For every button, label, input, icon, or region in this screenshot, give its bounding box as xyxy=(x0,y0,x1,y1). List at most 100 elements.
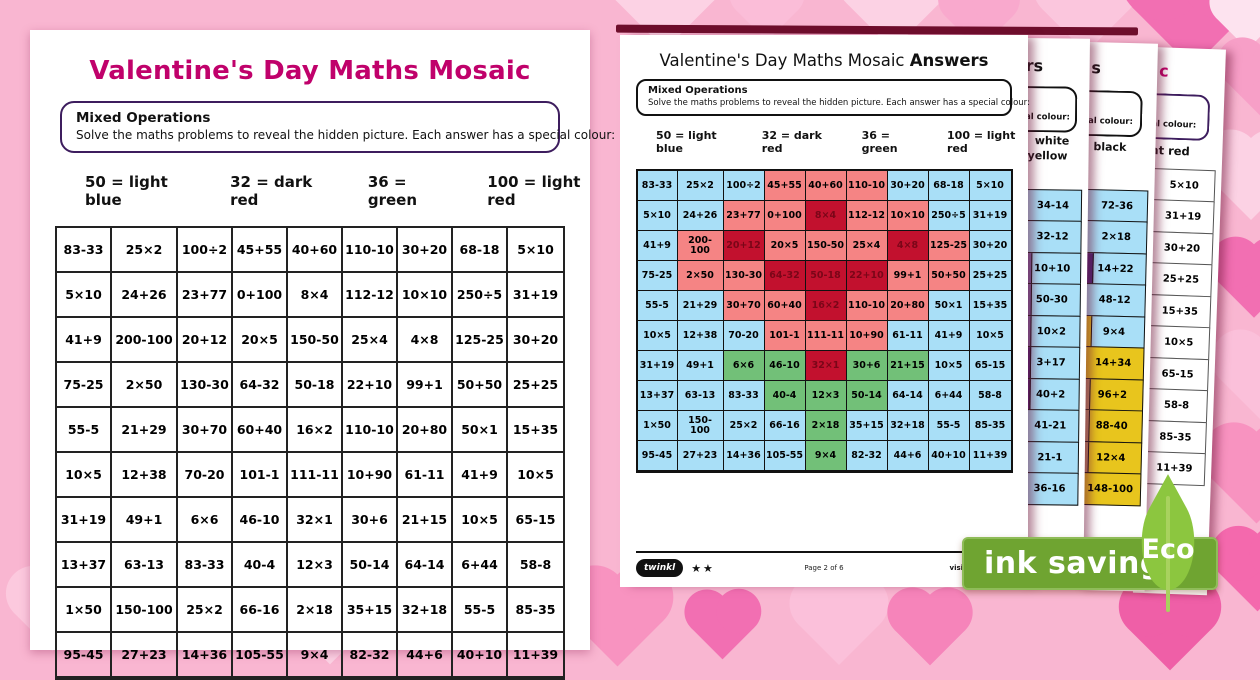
cell-text: 96+2 xyxy=(1097,388,1128,401)
problem-cell: 10+90 xyxy=(343,453,398,498)
answer-cell: 111-11 xyxy=(805,321,847,351)
answer-cell: 105-55 xyxy=(764,441,806,471)
cell-text: 12×4 xyxy=(1096,451,1126,464)
page5-cell: 65-15 xyxy=(1146,356,1210,392)
problem-cell: 4×8 xyxy=(398,318,453,363)
page4-cell: 96+2 xyxy=(1080,377,1144,412)
page5-cell: 5×10 xyxy=(1152,167,1216,203)
page5-cell: 25+25 xyxy=(1149,262,1213,298)
answer-cell: 2×18 xyxy=(805,411,847,441)
problem-cell: 22+10 xyxy=(343,363,398,408)
problem-cell: 24+26 xyxy=(112,273,178,318)
answer-cell: 8×4 xyxy=(805,201,847,231)
problem-cell: 20×5 xyxy=(233,318,288,363)
answer-cell: 55-5 xyxy=(928,411,970,441)
problem-cell: 25+25 xyxy=(508,363,563,408)
answer-cell: 21+15 xyxy=(887,351,929,381)
problem-cell: 99+1 xyxy=(398,363,453,408)
problem-cell: 64-14 xyxy=(398,543,453,588)
answer-cell: 15+35 xyxy=(969,291,1011,321)
answers-box-text: Solve the maths problems to reveal the h… xyxy=(648,98,1030,108)
page3-instructions-box-fragment: al colour: xyxy=(1022,85,1078,133)
problem-cell: 66-16 xyxy=(233,588,288,633)
answer-cell: 41+9 xyxy=(637,231,678,261)
answer-cell: 10×5 xyxy=(969,321,1011,351)
answer-cell: 25×2 xyxy=(677,171,724,201)
answer-cell: 31+19 xyxy=(969,201,1011,231)
cell-text: 30+20 xyxy=(1163,242,1201,255)
answer-cell: 95-45 xyxy=(637,441,678,471)
page5-cell: 15+35 xyxy=(1148,293,1212,329)
answer-cell: 13+37 xyxy=(637,381,678,411)
answer-cell: 50-18 xyxy=(805,261,847,291)
cell-text: 148-100 xyxy=(1087,483,1134,496)
problem-cell: 32+18 xyxy=(398,588,453,633)
answer-cell: 45+55 xyxy=(764,171,806,201)
answer-cell: 30+20 xyxy=(887,171,929,201)
twinkl-logo: twinkl xyxy=(636,559,684,577)
page5-key-fragment: ht red xyxy=(1150,143,1191,159)
answer-cell: 25×4 xyxy=(846,231,888,261)
cell-text: 58-8 xyxy=(1163,399,1190,412)
cell-text: 88-40 xyxy=(1095,420,1128,433)
heart-icon xyxy=(797,582,881,666)
key-item: 32 = dark red xyxy=(230,173,313,209)
eco-label: Eco xyxy=(1141,534,1195,565)
answer-cell: 6+44 xyxy=(928,381,970,411)
answer-cell: 10+90 xyxy=(846,321,888,351)
answer-cell: 10×5 xyxy=(637,321,678,351)
answer-cell: 30+6 xyxy=(846,351,888,381)
problems-page: Valentine's Day Maths Mosaic Mixed Opera… xyxy=(30,30,615,680)
problem-cell: 6×6 xyxy=(178,498,233,543)
problem-cell: 50-14 xyxy=(343,543,398,588)
answer-cell: 58-8 xyxy=(969,381,1011,411)
problem-cell: 5×10 xyxy=(508,228,563,273)
answer-cell: 46-10 xyxy=(764,351,806,381)
problem-cell: 95-45 xyxy=(57,633,112,678)
problem-cell: 63-13 xyxy=(112,543,178,588)
answer-cell: 101-1 xyxy=(764,321,806,351)
problem-cell: 130-30 xyxy=(178,363,233,408)
cell-text: 10×2 xyxy=(1036,325,1067,338)
cell-text: 14+34 xyxy=(1094,357,1132,370)
answer-cell: 125-25 xyxy=(928,231,970,261)
page5-cell: 30+20 xyxy=(1150,230,1214,266)
answer-cell: 40-4 xyxy=(764,381,806,411)
answer-cell: 22+10 xyxy=(846,261,888,291)
problem-cell: 2×50 xyxy=(112,363,178,408)
answer-cell: 100÷2 xyxy=(723,171,765,201)
problem-cell: 9×4 xyxy=(288,633,343,678)
page3-cell: 36-16 xyxy=(1020,471,1079,506)
problem-cell: 2×18 xyxy=(288,588,343,633)
problem-cell: 105-55 xyxy=(233,633,288,678)
problem-cell: 25×4 xyxy=(343,318,398,363)
heart-icon xyxy=(1210,431,1260,524)
cell-text: 32-12 xyxy=(1036,231,1069,243)
problem-cell: 49+1 xyxy=(112,498,178,543)
problem-cell: 10×5 xyxy=(57,453,112,498)
page4-instructions-box-fragment: al colour: xyxy=(1085,89,1143,138)
problem-cell: 30+20 xyxy=(398,228,453,273)
page3-key-fragment-white: white xyxy=(1034,134,1070,148)
cell-text: 21-1 xyxy=(1037,451,1063,463)
heart-icon xyxy=(1219,337,1260,421)
answer-cell: 150-100 xyxy=(677,411,724,441)
answer-cell: 68-18 xyxy=(928,171,970,201)
key-item: 50 = light blue xyxy=(85,173,168,209)
problem-cell: 64-32 xyxy=(233,363,288,408)
answers-title-bold: Answers xyxy=(909,51,989,70)
answer-cell: 31+19 xyxy=(637,351,678,381)
problem-cell: 110-10 xyxy=(343,228,398,273)
answer-cell: 110-10 xyxy=(846,291,888,321)
problem-cell: 40+10 xyxy=(453,633,508,678)
answers-title-text: Valentine's Day Maths Mosaic xyxy=(659,51,905,70)
page4-cell: 12×4 xyxy=(1079,440,1143,475)
answer-cell: 70-20 xyxy=(723,321,765,351)
answer-cell: 24+26 xyxy=(677,201,724,231)
answers-page-title: Valentine's Day Maths Mosaic Answers xyxy=(620,51,1028,70)
problem-cell: 6+44 xyxy=(453,543,508,588)
problem-cell: 27+23 xyxy=(112,633,178,678)
answer-cell: 35+15 xyxy=(846,411,888,441)
problem-cell: 20+80 xyxy=(398,408,453,453)
difficulty-stars: ★★ xyxy=(691,561,715,575)
